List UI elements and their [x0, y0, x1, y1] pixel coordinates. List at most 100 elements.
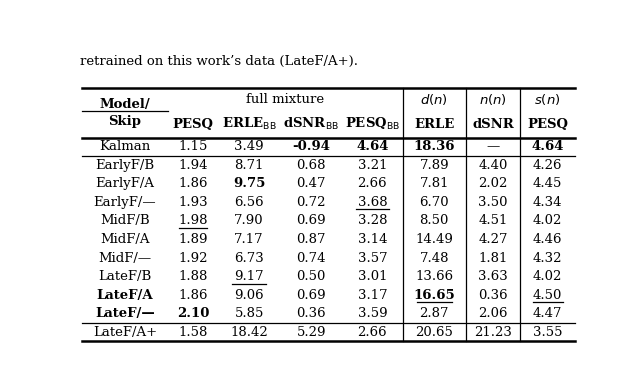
Text: $\mathit{s}(n)$: $\mathit{s}(n)$	[534, 92, 561, 107]
Text: LateF/A+: LateF/A+	[93, 326, 157, 339]
Text: 4.27: 4.27	[478, 233, 508, 246]
Text: 7.89: 7.89	[419, 159, 449, 172]
Text: 1.94: 1.94	[178, 159, 207, 172]
Text: 3.14: 3.14	[358, 233, 387, 246]
Text: 4.02: 4.02	[533, 270, 563, 283]
Text: 18.36: 18.36	[413, 140, 455, 153]
Text: -0.94: -0.94	[292, 140, 330, 153]
Text: 14.49: 14.49	[415, 233, 453, 246]
Text: 1.88: 1.88	[178, 270, 207, 283]
Text: 0.50: 0.50	[296, 270, 326, 283]
Text: 4.32: 4.32	[533, 252, 563, 265]
Text: 4.02: 4.02	[533, 214, 563, 228]
Text: 3.28: 3.28	[358, 214, 387, 228]
Text: 2.66: 2.66	[358, 177, 387, 190]
Text: ERLE: ERLE	[414, 118, 454, 131]
Text: 7.90: 7.90	[234, 214, 264, 228]
Text: PESQ: PESQ	[172, 118, 213, 131]
Text: 1.15: 1.15	[178, 140, 207, 153]
Text: MidF/—: MidF/—	[99, 252, 152, 265]
Text: 3.68: 3.68	[358, 196, 387, 209]
Text: 6.73: 6.73	[234, 252, 264, 265]
Text: 3.57: 3.57	[358, 252, 387, 265]
Text: 7.48: 7.48	[419, 252, 449, 265]
Text: 3.49: 3.49	[234, 140, 264, 153]
Text: 1.58: 1.58	[178, 326, 207, 339]
Text: 0.72: 0.72	[296, 196, 326, 209]
Text: EarlyF/—: EarlyF/—	[93, 196, 156, 209]
Text: 5.29: 5.29	[296, 326, 326, 339]
Text: 7.17: 7.17	[234, 233, 264, 246]
Text: 2.66: 2.66	[358, 326, 387, 339]
Text: 4.47: 4.47	[533, 307, 563, 320]
Text: 0.87: 0.87	[296, 233, 326, 246]
Text: 1.81: 1.81	[479, 252, 508, 265]
Text: 7.81: 7.81	[419, 177, 449, 190]
Text: 20.65: 20.65	[415, 326, 453, 339]
Text: 8.71: 8.71	[234, 159, 264, 172]
Text: 3.55: 3.55	[533, 326, 563, 339]
Text: PESQ$_{\rm BB}$: PESQ$_{\rm BB}$	[345, 116, 400, 132]
Text: 18.42: 18.42	[230, 326, 268, 339]
Text: 4.51: 4.51	[479, 214, 508, 228]
Text: 3.59: 3.59	[358, 307, 387, 320]
Text: 4.45: 4.45	[533, 177, 563, 190]
Text: 9.75: 9.75	[233, 177, 266, 190]
Text: 2.10: 2.10	[177, 307, 209, 320]
Text: LateF/A: LateF/A	[97, 289, 154, 301]
Text: PESQ: PESQ	[527, 118, 568, 131]
Text: 4.40: 4.40	[479, 159, 508, 172]
Text: 3.63: 3.63	[478, 270, 508, 283]
Text: EarlyF/A: EarlyF/A	[95, 177, 154, 190]
Text: $\mathit{n}(n)$: $\mathit{n}(n)$	[479, 92, 507, 107]
Text: 0.74: 0.74	[296, 252, 326, 265]
Text: dSNR: dSNR	[472, 118, 514, 131]
Text: 6.70: 6.70	[419, 196, 449, 209]
Text: 4.50: 4.50	[533, 289, 563, 301]
Text: 1.89: 1.89	[178, 233, 207, 246]
Text: EarlyF/B: EarlyF/B	[95, 159, 155, 172]
Text: 13.66: 13.66	[415, 270, 453, 283]
Text: 0.69: 0.69	[296, 289, 326, 301]
Text: Model/
Skip: Model/ Skip	[100, 98, 150, 128]
Text: 4.64: 4.64	[531, 140, 564, 153]
Text: 0.68: 0.68	[296, 159, 326, 172]
Text: $\mathit{d}(n)$: $\mathit{d}(n)$	[420, 92, 448, 107]
Text: MidF/B: MidF/B	[100, 214, 150, 228]
Text: 6.56: 6.56	[234, 196, 264, 209]
Text: dSNR$_{\rm BB}$: dSNR$_{\rm BB}$	[283, 116, 339, 132]
Text: 3.17: 3.17	[358, 289, 387, 301]
Text: 1.98: 1.98	[178, 214, 207, 228]
Text: 0.36: 0.36	[478, 289, 508, 301]
Text: MidF/A: MidF/A	[100, 233, 150, 246]
Text: 3.21: 3.21	[358, 159, 387, 172]
Text: 4.64: 4.64	[356, 140, 388, 153]
Text: 1.93: 1.93	[178, 196, 207, 209]
Text: 1.92: 1.92	[178, 252, 207, 265]
Text: LateF/—: LateF/—	[95, 307, 155, 320]
Text: 9.06: 9.06	[234, 289, 264, 301]
Text: 2.06: 2.06	[478, 307, 508, 320]
Text: 4.26: 4.26	[533, 159, 563, 172]
Text: 16.65: 16.65	[413, 289, 455, 301]
Text: ERLE$_{\rm BB}$: ERLE$_{\rm BB}$	[222, 116, 276, 132]
Text: 0.69: 0.69	[296, 214, 326, 228]
Text: 8.50: 8.50	[419, 214, 449, 228]
Text: 2.87: 2.87	[419, 307, 449, 320]
Text: full mixture: full mixture	[246, 93, 324, 106]
Text: 4.46: 4.46	[533, 233, 563, 246]
Text: —: —	[486, 140, 500, 153]
Text: LateF/B: LateF/B	[99, 270, 152, 283]
Text: 4.34: 4.34	[533, 196, 563, 209]
Text: 2.02: 2.02	[479, 177, 508, 190]
Text: 3.50: 3.50	[478, 196, 508, 209]
Text: 1.86: 1.86	[178, 289, 207, 301]
Text: 5.85: 5.85	[234, 307, 264, 320]
Text: 9.17: 9.17	[234, 270, 264, 283]
Text: 21.23: 21.23	[474, 326, 512, 339]
Text: retrained on this work’s data (LateF/A+).: retrained on this work’s data (LateF/A+)…	[80, 55, 358, 68]
Text: 1.86: 1.86	[178, 177, 207, 190]
Text: 0.47: 0.47	[296, 177, 326, 190]
Text: 0.36: 0.36	[296, 307, 326, 320]
Text: Kalman: Kalman	[99, 140, 150, 153]
